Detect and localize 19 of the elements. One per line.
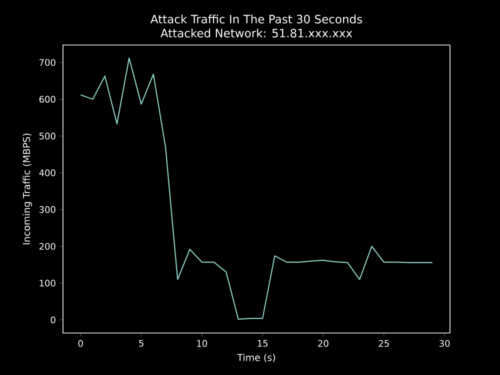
x-tick-label: 30 [440, 340, 450, 347]
chart-title: Attack Traffic In The Past 30 Seconds [150, 14, 362, 24]
x-axis-title: Time (s) [237, 354, 275, 362]
x-tick-label: 25 [378, 340, 389, 347]
y-tick-label: 600 [39, 96, 56, 103]
chart-subtitle: Attacked Network: 51.81.xxx.xxx [160, 28, 352, 38]
y-tick-label: 0 [50, 316, 56, 324]
x-tick-label: 15 [258, 340, 268, 347]
y-tick-label: 500 [39, 132, 56, 140]
y-tick-label: 200 [39, 242, 56, 250]
x-tick-label: 0 [78, 340, 83, 347]
x-tick-label: 10 [197, 340, 208, 347]
x-tick-label: 20 [318, 340, 328, 347]
y-tick-label: 400 [39, 169, 56, 176]
y-tick-label: 700 [40, 59, 56, 66]
y-axis-title: Incoming Traffic (MBPS) [22, 134, 32, 244]
x-tick-label: 5 [139, 340, 144, 347]
y-tick-label: 100 [40, 280, 56, 287]
y-tick-label: 300 [39, 206, 56, 213]
